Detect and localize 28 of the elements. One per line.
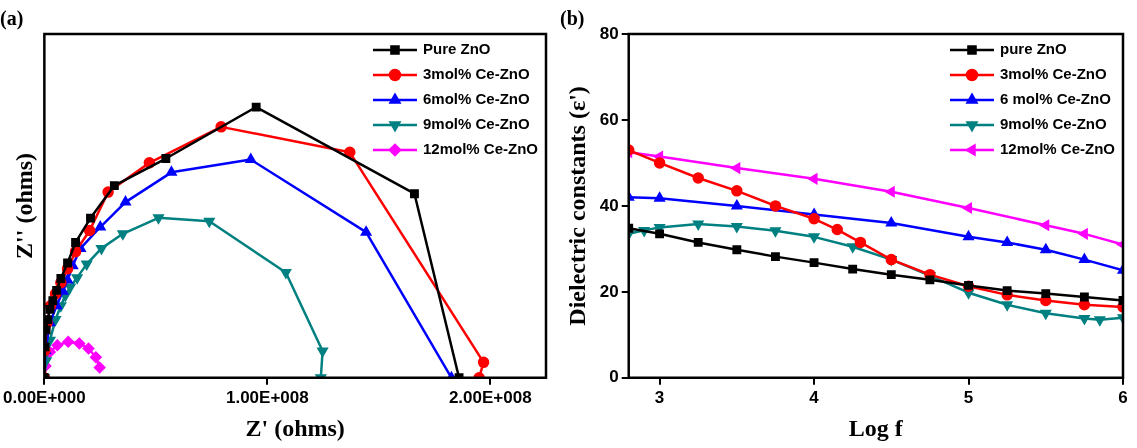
x-tick-label: 5 bbox=[963, 387, 974, 407]
chart-title: (a) bbox=[0, 7, 24, 31]
y-tick-label: 0 bbox=[609, 367, 619, 387]
y-tick-label: 60 bbox=[599, 109, 619, 129]
x-tick-label: 1.00E+008 bbox=[225, 387, 309, 407]
legend-label: 6 mol% Ce-ZnO bbox=[999, 90, 1112, 108]
legend-label: 12mol% Ce-ZnO bbox=[422, 140, 539, 158]
x-tick-label: 4 bbox=[809, 387, 820, 407]
legend-label: pure ZnO bbox=[999, 40, 1067, 58]
y-tick-label: 20 bbox=[599, 281, 619, 301]
x-axis-title: Z' (ohms) bbox=[245, 414, 345, 441]
chart-title: (b) bbox=[560, 7, 585, 31]
legend-label: 9mol% Ce-ZnO bbox=[422, 115, 530, 133]
legend-label: Pure ZnO bbox=[422, 40, 491, 58]
x-tick-label: 0.00E+000 bbox=[3, 387, 86, 407]
y-axis-title: Z'' (ohms) bbox=[11, 152, 38, 259]
x-tick-label: 3 bbox=[654, 387, 665, 407]
legend-label: 9mol% Ce-ZnO bbox=[999, 115, 1107, 133]
legend-label: 3mol% Ce-ZnO bbox=[422, 65, 530, 83]
legend-label: 12mol% Ce-ZnO bbox=[999, 140, 1116, 158]
x-tick-label: 2.00E+008 bbox=[448, 387, 532, 407]
legend-label: 6mol% Ce-ZnO bbox=[422, 90, 530, 108]
y-tick-label: 40 bbox=[599, 195, 619, 215]
x-axis-title: Log f bbox=[848, 414, 904, 441]
y-tick-label: 80 bbox=[599, 23, 619, 43]
legend-label: 3mol% Ce-ZnO bbox=[999, 65, 1107, 83]
y-axis-title: Dielectric constants (ε') bbox=[563, 86, 590, 326]
x-tick-label: 6 bbox=[1118, 387, 1128, 407]
